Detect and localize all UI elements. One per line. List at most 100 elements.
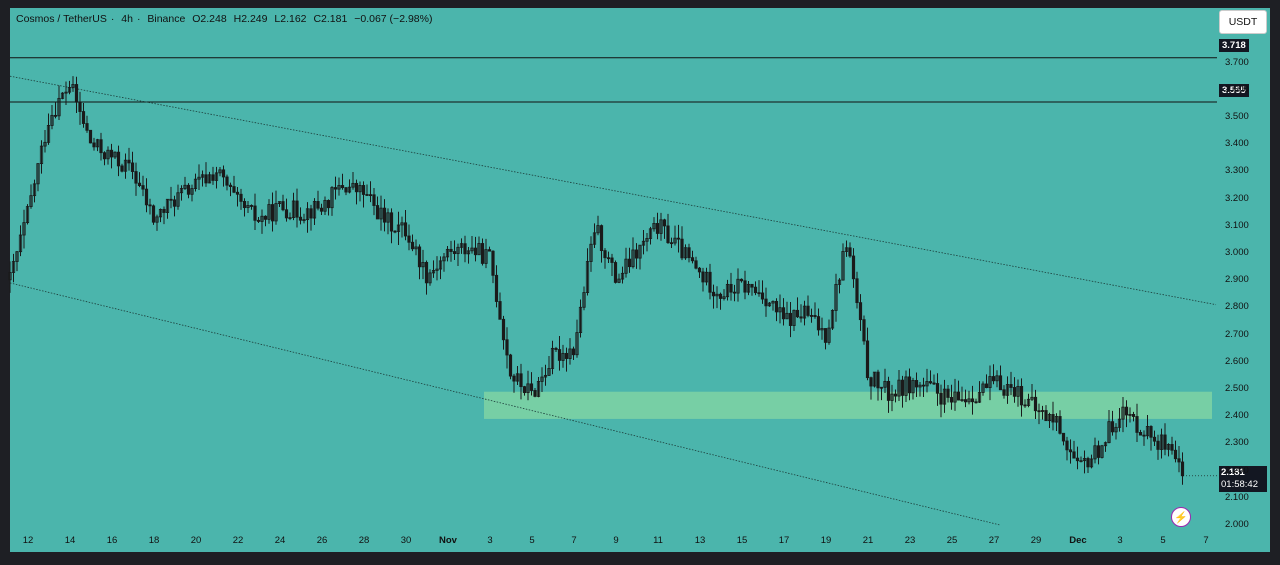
candle-body (263, 215, 268, 220)
candle-body (1117, 418, 1122, 428)
candle-body (680, 238, 684, 259)
candle-body (795, 309, 800, 318)
lightning-icon[interactable]: ⚡ (1171, 507, 1191, 527)
candle-body (869, 377, 873, 387)
candle-body (1002, 389, 1006, 396)
candle-body (1180, 461, 1185, 477)
candle-body (312, 201, 317, 219)
candle-body (379, 207, 383, 220)
candle-body (659, 219, 663, 234)
candle-body (484, 249, 488, 264)
candle-body (463, 243, 467, 255)
candle-body (162, 208, 166, 213)
candle-body (50, 114, 54, 126)
candle-body (589, 243, 593, 262)
candle-body (127, 159, 131, 164)
currency-button[interactable]: USDT (1219, 10, 1267, 34)
time-tick-label: 15 (736, 535, 748, 546)
candle-body (403, 222, 408, 237)
candle-body (760, 292, 765, 300)
candle-body (319, 207, 324, 212)
time-axis[interactable] (10, 529, 1270, 552)
candle-body (239, 193, 243, 202)
candle-body (228, 184, 233, 187)
candle-body (638, 244, 642, 259)
time-tick-label: 24 (274, 535, 286, 546)
time-tick-label: 11 (653, 535, 663, 546)
candle-body (571, 348, 576, 356)
candle-body (274, 203, 278, 222)
candle-body (1033, 396, 1038, 412)
candle-body (141, 185, 145, 190)
price-tick-label: 2.100 (1225, 491, 1249, 503)
candle-body (939, 392, 943, 405)
time-tick-label: 5 (529, 535, 535, 546)
candle-body (207, 174, 212, 184)
candle-body (743, 280, 747, 293)
candle-body (1159, 434, 1164, 450)
candle-body (1040, 410, 1045, 412)
candle-body (305, 208, 310, 221)
candle-body (1107, 421, 1111, 444)
candle-body (81, 111, 86, 124)
chart-pane[interactable] (10, 8, 1217, 529)
candle-body (974, 401, 978, 404)
candle-body (781, 307, 786, 320)
candle-body (886, 380, 891, 401)
candle-body (981, 383, 985, 393)
candle-body (641, 240, 646, 246)
candle-body (788, 312, 793, 326)
candle-body (1128, 413, 1132, 416)
candle-body (1156, 440, 1160, 450)
candle-body (137, 182, 142, 186)
candle-body (1082, 458, 1087, 462)
candle-body (701, 271, 705, 283)
price-tick-label: 3.300 (1225, 165, 1249, 177)
legend-high: H2.249 (233, 13, 268, 25)
candle-body (18, 234, 23, 253)
time-tick-label: Nov (439, 535, 457, 546)
legend-close: C2.181 (313, 13, 348, 25)
candle-body (368, 194, 373, 197)
candle-body (603, 250, 607, 259)
candle-body (435, 268, 439, 271)
price-tick-label: 2.900 (1225, 274, 1249, 286)
candle-body (372, 194, 376, 206)
candle-body (270, 204, 275, 222)
candle-body (809, 315, 814, 317)
candle-body (900, 379, 905, 396)
candle-body (841, 251, 845, 281)
candle-body (242, 200, 247, 209)
candle-body (690, 257, 695, 262)
candle-body (764, 298, 768, 307)
time-tick-label: 12 (22, 535, 34, 546)
candle-body (683, 247, 688, 259)
candle-body (151, 205, 156, 223)
candle-body (165, 198, 170, 213)
candle-body (1072, 451, 1076, 459)
candle-body (785, 312, 789, 320)
candle-body (816, 316, 821, 331)
candle-body (60, 92, 65, 99)
candle-body (697, 267, 702, 273)
candle-body (78, 101, 82, 112)
legend-open: O2.248 (192, 13, 227, 25)
candle-body (291, 200, 296, 219)
candle-body (911, 380, 915, 394)
price-tick-label: 2.400 (1225, 410, 1249, 422)
candle-body (676, 237, 681, 240)
candle-body (15, 251, 19, 262)
candle-body (1142, 434, 1146, 437)
candle-body (214, 172, 219, 181)
price-tick-label: 2.300 (1225, 437, 1249, 449)
candle-body (1145, 426, 1150, 437)
candle-body (1061, 432, 1066, 442)
legend-symbol[interactable]: Cosmos / TetherUS (16, 13, 107, 25)
candle-body (1047, 414, 1052, 422)
candle-body (585, 261, 590, 293)
candle-body (438, 260, 443, 270)
candle-body (956, 391, 961, 401)
candle-body (176, 192, 180, 207)
candle-body (1149, 426, 1153, 438)
candle-body (1075, 457, 1080, 462)
